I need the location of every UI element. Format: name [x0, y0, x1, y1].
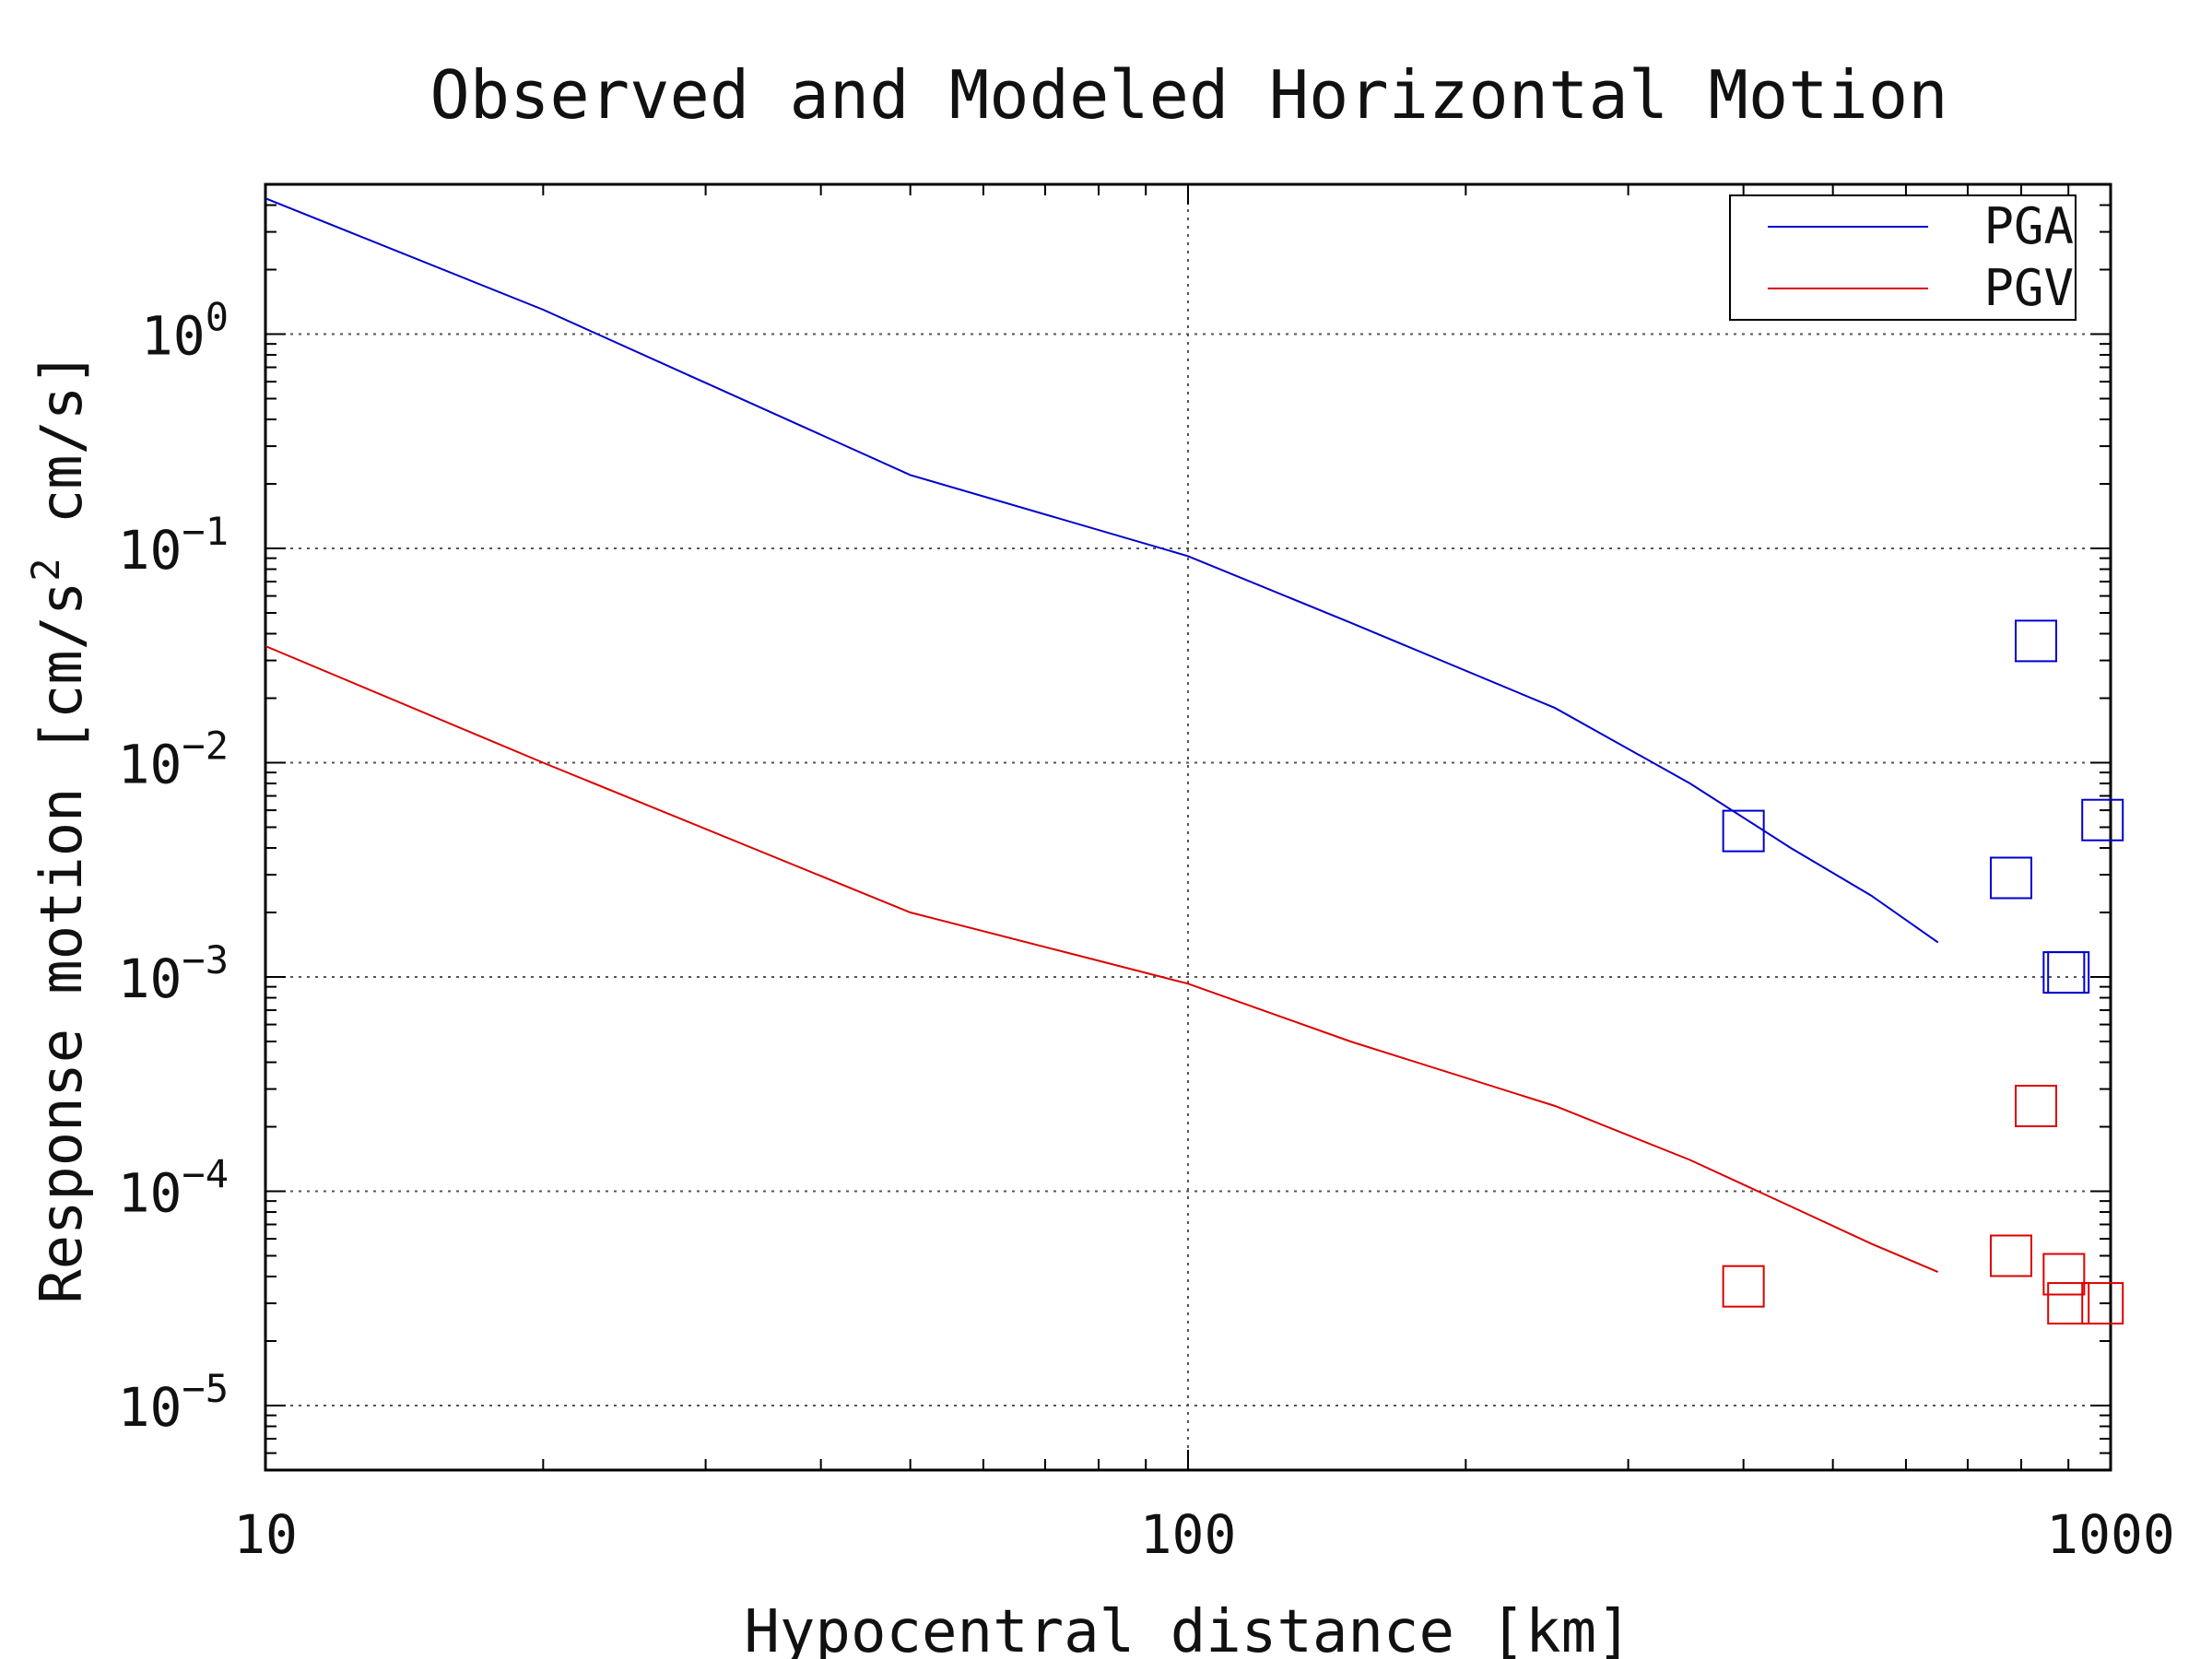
- y-axis-label-tail: cm/s]: [28, 351, 95, 558]
- observed-point-pga: [1722, 809, 1765, 853]
- plot-frame: [264, 182, 2112, 1472]
- y-axis-label-superscript: 2: [23, 558, 68, 581]
- x-tick-label: 1000: [2046, 1503, 2175, 1566]
- observed-point-pga: [2014, 619, 2057, 663]
- observed-point-pgv: [2014, 1084, 2057, 1127]
- y-tick-label: 10−4: [118, 1152, 229, 1225]
- y-tick-label: 10−5: [118, 1366, 229, 1439]
- observed-point-pgv: [2042, 1253, 2086, 1296]
- observed-point-pgv: [2081, 1282, 2124, 1325]
- observed-point-pga: [2081, 798, 2124, 841]
- x-tick-label: 10: [233, 1503, 298, 1566]
- legend-pga-label: PGA: [1983, 197, 2074, 255]
- y-tick-label: 10−2: [118, 724, 229, 796]
- observed-point-pgv: [2047, 1282, 2090, 1325]
- y-axis-label-main: Response motion [cm/s: [28, 582, 95, 1304]
- observed-markers: [1722, 619, 2124, 1325]
- observed-point-pgv: [1989, 1234, 2032, 1277]
- y-tick-label: 10−1: [118, 509, 229, 582]
- x-tick-label: 100: [1140, 1503, 1237, 1566]
- y-axis-label: Response motion [cm/s2 cm/s]: [23, 351, 96, 1303]
- y-tick-labels: 100 10−1 10−2 10−3 10−4 10−5: [118, 295, 229, 1439]
- chart-title: Observed and Modeled Horizontal Motion: [429, 56, 1947, 134]
- observed-point-pga: [2047, 951, 2090, 994]
- x-tick-labels: 10 100 1000: [233, 1503, 2175, 1566]
- legend-box: [1729, 194, 2077, 321]
- legend: PGA PGV: [1729, 194, 2077, 321]
- observed-point-pga: [1989, 856, 2032, 900]
- legend-pgv-label: PGV: [1983, 259, 2074, 317]
- series-lines: [265, 197, 1939, 1274]
- x-axis-label: Hypocentral distance [km]: [744, 1598, 1631, 1659]
- observed-point-pgv: [1722, 1265, 1765, 1308]
- series-line-pgv: [265, 645, 1939, 1274]
- y-tick-label: 100: [141, 295, 229, 368]
- grid-lines: [265, 184, 2111, 1470]
- series-line-pga: [265, 197, 1939, 944]
- y-tick-label: 10−3: [118, 937, 229, 1010]
